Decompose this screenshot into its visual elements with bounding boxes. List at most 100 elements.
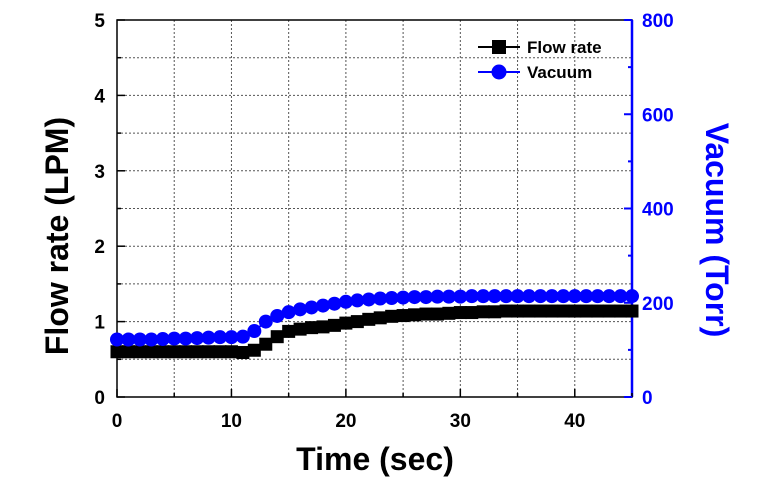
- data-point-flow-rate: [499, 304, 513, 318]
- data-point-vacuum: [235, 329, 250, 344]
- data-point-flow-rate: [144, 345, 158, 359]
- data-point-flow-rate: [362, 312, 376, 326]
- data-point-vacuum: [201, 330, 216, 345]
- data-point-vacuum: [350, 293, 365, 308]
- data-point-flow-rate: [236, 346, 250, 360]
- data-point-flow-rate: [167, 345, 181, 359]
- y-right-tick-label: 400: [642, 200, 674, 221]
- data-point-flow-rate: [156, 345, 170, 359]
- data-point-flow-rate: [259, 337, 273, 351]
- data-point-vacuum: [544, 289, 559, 304]
- data-point-vacuum: [373, 291, 388, 306]
- data-point-vacuum: [476, 289, 491, 304]
- data-point-flow-rate: [533, 304, 547, 318]
- data-point-vacuum: [613, 289, 628, 304]
- data-point-flow-rate: [224, 345, 238, 359]
- data-point-flow-rate: [442, 306, 456, 320]
- data-point-flow-rate: [202, 345, 216, 359]
- data-point-vacuum: [487, 289, 502, 304]
- legend-vacuum-marker: [491, 64, 507, 80]
- x-tick-label: 10: [221, 411, 242, 432]
- y-right-tick-label: 200: [642, 294, 674, 315]
- data-point-vacuum: [464, 289, 479, 304]
- data-point-flow-rate: [488, 305, 502, 319]
- right-axis-title: Vacuum (Torr): [699, 123, 735, 338]
- legend-vacuum-label: Vacuum: [527, 63, 592, 82]
- data-point-vacuum: [316, 298, 330, 313]
- y-right-tick-label: 800: [642, 11, 674, 32]
- data-point-flow-rate: [327, 318, 341, 332]
- x-tick-label: 0: [112, 411, 123, 432]
- x-tick-label: 40: [564, 411, 585, 432]
- data-point-flow-rate: [568, 304, 582, 318]
- series-layer: [110, 289, 639, 360]
- data-point-vacuum: [602, 289, 617, 304]
- data-point-flow-rate: [385, 309, 399, 323]
- data-point-flow-rate: [373, 311, 387, 325]
- data-point-vacuum: [132, 332, 147, 347]
- data-point-vacuum: [441, 289, 456, 304]
- data-point-vacuum: [258, 314, 273, 329]
- data-point-vacuum: [190, 331, 205, 346]
- data-point-vacuum: [453, 289, 468, 304]
- y-right-tick-label: 0: [642, 388, 653, 409]
- data-point-flow-rate: [614, 304, 628, 318]
- data-point-vacuum: [361, 292, 376, 307]
- data-point-flow-rate: [190, 345, 204, 359]
- data-point-vacuum: [338, 294, 353, 309]
- legend-flow-rate-marker: [492, 40, 506, 54]
- data-point-vacuum: [121, 332, 136, 347]
- data-point-flow-rate: [339, 316, 353, 330]
- data-point-flow-rate: [121, 345, 135, 359]
- data-point-vacuum: [533, 289, 548, 304]
- data-point-flow-rate: [282, 324, 296, 338]
- legend: Flow rate Vacuum: [478, 38, 602, 82]
- data-point-flow-rate: [522, 304, 536, 318]
- y-right-tick-label: 600: [642, 105, 674, 126]
- data-point-flow-rate: [270, 330, 284, 344]
- data-point-flow-rate: [133, 345, 147, 359]
- data-point-flow-rate: [511, 304, 525, 318]
- data-point-flow-rate: [579, 304, 593, 318]
- data-point-vacuum: [556, 289, 571, 304]
- data-point-flow-rate: [453, 306, 467, 320]
- data-point-vacuum: [419, 290, 433, 305]
- data-point-flow-rate: [545, 304, 559, 318]
- data-point-vacuum: [247, 324, 262, 339]
- data-point-flow-rate: [476, 305, 490, 319]
- data-point-vacuum: [224, 330, 239, 345]
- data-point-vacuum: [510, 289, 525, 304]
- data-point-vacuum: [270, 308, 285, 323]
- data-point-vacuum: [144, 332, 159, 347]
- data-point-flow-rate: [179, 345, 193, 359]
- data-point-vacuum: [178, 331, 193, 346]
- data-point-vacuum: [430, 289, 445, 304]
- data-point-flow-rate: [305, 321, 319, 335]
- data-point-vacuum: [293, 302, 308, 317]
- data-point-flow-rate: [316, 320, 330, 334]
- legend-flow-rate-label: Flow rate: [527, 38, 602, 57]
- y-left-tick-label: 0: [94, 388, 105, 409]
- data-point-vacuum: [499, 289, 514, 304]
- data-point-vacuum: [579, 289, 594, 304]
- y-left-tick-label: 5: [94, 11, 105, 32]
- data-point-flow-rate: [396, 309, 410, 323]
- data-point-vacuum: [407, 290, 422, 305]
- y-left-tick-label: 3: [94, 162, 105, 183]
- data-point-vacuum: [110, 332, 124, 347]
- data-point-flow-rate: [350, 315, 364, 329]
- data-point-vacuum: [304, 300, 319, 315]
- x-tick-label: 20: [335, 411, 356, 432]
- data-point-flow-rate: [430, 307, 444, 321]
- data-point-flow-rate: [213, 345, 227, 359]
- data-point-vacuum: [281, 305, 296, 320]
- data-point-flow-rate: [556, 304, 570, 318]
- data-point-flow-rate: [591, 304, 605, 318]
- data-point-vacuum: [167, 331, 182, 346]
- data-point-flow-rate: [247, 343, 261, 357]
- left-axis-title: Flow rate (LPM): [39, 117, 75, 355]
- data-point-vacuum: [384, 291, 399, 306]
- grid-lines: [117, 20, 632, 397]
- x-tick-label: 30: [450, 411, 471, 432]
